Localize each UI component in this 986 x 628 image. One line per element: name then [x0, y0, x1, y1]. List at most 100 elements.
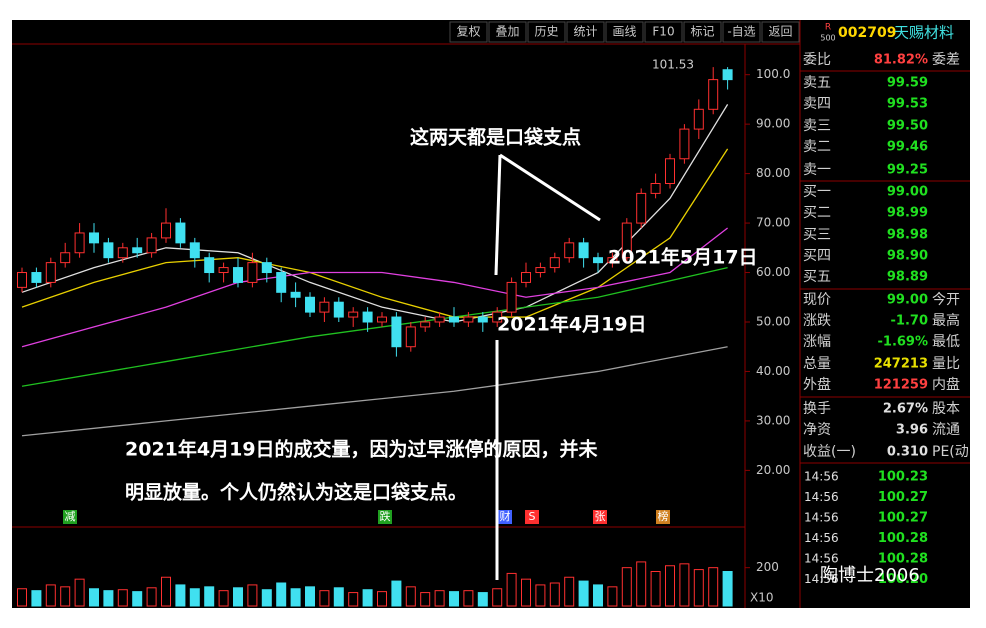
watermark: 陶博士2006 [820, 565, 920, 586]
candle-body [103, 242, 114, 259]
volume-bar [305, 586, 315, 607]
candle-body [60, 252, 71, 264]
volume-bar [276, 582, 287, 607]
toolbar-button[interactable] [605, 21, 644, 43]
quote-label: 买二 [803, 205, 831, 221]
candle-body [89, 232, 99, 244]
quote-value: 99.25 [887, 163, 928, 178]
tick-time: 14:56 [804, 552, 839, 566]
quote-trail: 量比 [932, 356, 960, 372]
y-tick-label: 70.00 [756, 216, 790, 230]
tick-price: 100.23 [878, 470, 928, 485]
candle-body [650, 182, 661, 194]
toolbar-label: -自选 [727, 25, 755, 39]
marker: 财 [500, 509, 511, 523]
candle-body [247, 262, 258, 283]
volume-bar [74, 578, 85, 607]
candle-body [564, 242, 575, 259]
tick-time: 14:56 [804, 572, 839, 586]
toolbar-label: 返回 [768, 25, 792, 39]
y-tick-label: 90.00 [756, 117, 790, 131]
volume-bar [132, 591, 143, 607]
volume-bar [708, 567, 719, 607]
volume-bar [261, 589, 272, 607]
candle-body [549, 257, 560, 269]
quote-value: 81.82% [874, 53, 928, 68]
y-tick-label: 100.0 [756, 67, 790, 81]
quote-value: 2.67% [883, 402, 928, 417]
candle-body [45, 262, 56, 283]
marker: 跌 [380, 509, 391, 523]
candle-body [477, 316, 488, 323]
volume-bar [247, 584, 258, 607]
pointer-line [494, 154, 502, 276]
badge: 500 [820, 34, 835, 43]
volume-bar [31, 590, 42, 607]
candle-body [204, 257, 215, 274]
toolbar-button[interactable] [722, 21, 761, 43]
candle-body [161, 222, 171, 239]
volume-bar [607, 586, 618, 607]
quote-value: 0.310 [887, 445, 928, 460]
volume-bar [146, 587, 157, 607]
toolbar-button[interactable] [527, 21, 566, 43]
candle-body [175, 222, 186, 244]
quote-label: 卖二 [803, 139, 831, 155]
candle-body [117, 247, 128, 259]
quote-label: 买四 [803, 248, 831, 264]
quote-value: 247213 [874, 357, 928, 372]
volume-bar [204, 586, 215, 607]
candle-body [362, 311, 373, 323]
marker-box [498, 510, 512, 524]
marker: 减 [65, 510, 76, 523]
candle-body [463, 316, 474, 323]
volume-bar [117, 589, 128, 607]
quote-value: 99.00 [887, 293, 928, 308]
quote-label: 买一 [803, 184, 831, 200]
candle-body [434, 316, 445, 323]
plot: 100.0 90.00 80.00 70.00 60.00 50.00 40.00 30.00… [17, 58, 790, 607]
quote-value: 99.50 [887, 119, 928, 134]
quote-value: 121259 [874, 378, 928, 393]
volume-bar [506, 572, 517, 607]
candle-body [593, 257, 603, 264]
volume-bar [636, 561, 647, 607]
quote-value: 99.46 [887, 140, 928, 155]
volume-bar [449, 591, 459, 607]
candle-body [636, 192, 647, 224]
volume-bar [722, 571, 733, 607]
toolbar-button[interactable] [449, 21, 488, 43]
toolbar-button[interactable] [566, 21, 605, 43]
candle-body [521, 272, 531, 283]
y-tick-label: 60.00 [756, 265, 790, 279]
tick-price: 100.27 [878, 511, 928, 526]
quote-value: -1.70 [891, 314, 928, 329]
quote-trail: 今开 [932, 292, 960, 308]
candle-body [722, 69, 733, 81]
quote-label: 卖三 [803, 118, 831, 134]
tick-time: 14:56 [804, 490, 839, 504]
toolbar-button[interactable] [761, 21, 800, 43]
tick-time: 14:56 [804, 531, 839, 545]
quote-label: 卖五 [803, 75, 831, 91]
toolbar-button[interactable] [683, 21, 722, 43]
toolbar-label: 标记 [690, 25, 714, 39]
candle-body [708, 79, 719, 110]
annotation: 2021年4月19日 [497, 313, 647, 336]
volume-bar [593, 584, 603, 607]
quote-value: 98.99 [887, 206, 928, 221]
toolbar-button[interactable] [488, 21, 527, 43]
candle-body [535, 267, 546, 274]
volume-bar [665, 565, 675, 607]
candle-body [449, 316, 459, 323]
tick-price: 100.20 [878, 572, 928, 587]
volume-bar [60, 586, 71, 607]
stock-code: 002709 [838, 25, 896, 41]
quote-label: 涨跌 [803, 313, 831, 329]
candle-body [693, 108, 704, 130]
toolbar-button[interactable] [644, 21, 683, 43]
candle-body [218, 267, 229, 274]
candle-body [333, 301, 344, 318]
quote-label: 外盘 [803, 376, 831, 393]
